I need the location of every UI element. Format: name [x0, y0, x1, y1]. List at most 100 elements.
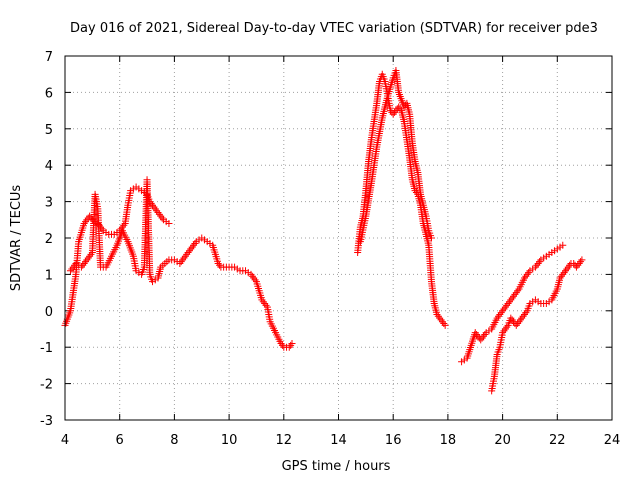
data-point [117, 225, 125, 233]
data-point [165, 219, 173, 227]
data-point [578, 256, 586, 264]
x-axis-label: GPS time / hours [282, 459, 391, 474]
data-point [190, 241, 198, 249]
data-point [179, 256, 187, 264]
data-point [522, 309, 530, 317]
data-point [176, 259, 184, 267]
data-point [258, 296, 266, 304]
data-point [522, 272, 530, 280]
data-point [153, 207, 161, 215]
data-point [183, 250, 191, 258]
data-point [515, 318, 523, 326]
data-point [562, 267, 570, 275]
data-point [155, 210, 163, 218]
data-point [250, 274, 258, 282]
data-point [572, 263, 580, 271]
data-point [533, 261, 541, 269]
data-point [188, 243, 196, 251]
data-point [181, 252, 189, 260]
data-point [411, 187, 419, 195]
data-point [83, 256, 91, 264]
data-point [86, 212, 94, 220]
data-point [504, 300, 512, 308]
axis-ticks [64, 55, 613, 421]
data-point [503, 301, 511, 309]
data-point [120, 221, 128, 229]
data-point [559, 241, 567, 249]
data-point [158, 214, 166, 222]
data-point [536, 258, 544, 266]
data-point [575, 259, 583, 267]
data-point [508, 316, 516, 324]
data-point [559, 270, 567, 278]
data-point [499, 329, 507, 337]
data-point [80, 259, 88, 267]
data-point [501, 303, 509, 311]
data-point [518, 314, 526, 322]
data-markers [61, 67, 586, 395]
data-point [493, 314, 501, 322]
data-point [505, 298, 513, 306]
x-tick-label: 6 [116, 433, 124, 448]
data-point [154, 209, 162, 217]
y-axis-label: SDTVAR / TECUs [9, 185, 24, 292]
x-tick-label: 18 [440, 433, 457, 448]
data-point [391, 108, 399, 116]
data-point [149, 201, 157, 209]
data-point [157, 212, 165, 220]
data-point [86, 252, 94, 260]
data-point [214, 259, 222, 267]
data-point [441, 321, 449, 329]
x-tick-label: 22 [549, 433, 566, 448]
data-series [458, 241, 567, 366]
data-point [150, 203, 158, 211]
data-point [534, 259, 542, 267]
data-point [440, 320, 448, 328]
data-point [479, 332, 487, 340]
data-series [356, 67, 435, 246]
data-point [520, 274, 528, 282]
data-point [478, 334, 486, 342]
data-point [285, 343, 293, 351]
data-series [66, 176, 296, 351]
data-point [514, 287, 522, 295]
data-point [79, 261, 87, 269]
x-tick-label: 12 [276, 433, 293, 448]
y-tick-label: -1 [40, 341, 53, 356]
y-tick-label: 5 [45, 123, 53, 138]
data-point [438, 318, 446, 326]
x-tick-label: 10 [221, 433, 238, 448]
data-point [523, 270, 531, 278]
data-point [248, 272, 256, 280]
data-point [288, 340, 296, 348]
data-point [433, 310, 441, 318]
data-point [287, 341, 295, 349]
data-point [564, 263, 572, 271]
data-point [389, 110, 397, 118]
x-tick-label: 4 [61, 433, 69, 448]
data-series [488, 256, 586, 395]
data-point [84, 254, 92, 262]
data-point [574, 261, 582, 269]
data-point [497, 309, 505, 317]
data-point [251, 276, 259, 284]
data-point [496, 310, 504, 318]
data-point [277, 340, 285, 348]
data-point [436, 314, 444, 322]
data-point [514, 320, 522, 328]
x-tick-label: 20 [494, 433, 511, 448]
data-point [500, 327, 508, 335]
data-point [261, 300, 269, 308]
y-tick-label: -2 [40, 378, 53, 393]
data-point [500, 305, 508, 313]
data-point [427, 234, 435, 242]
y-tick-label: 7 [45, 50, 53, 65]
data-point [177, 258, 185, 266]
data-point [187, 245, 195, 253]
data-point [473, 330, 481, 338]
data-point [262, 301, 270, 309]
data-point [87, 214, 95, 222]
